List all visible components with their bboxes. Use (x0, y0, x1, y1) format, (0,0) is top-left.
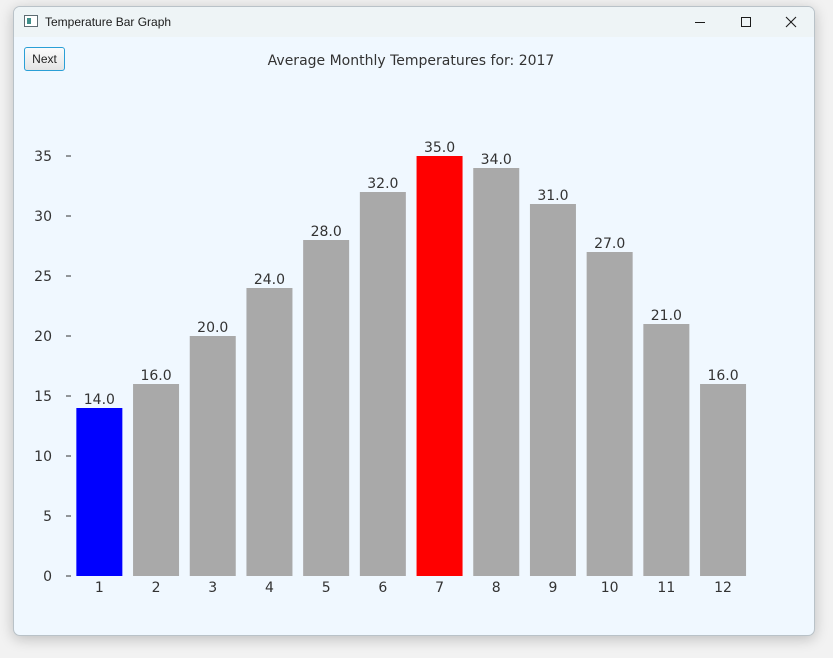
data-label: 16.0 (140, 368, 171, 384)
bar-month-6 (359, 192, 406, 576)
data-label: 14.0 (84, 392, 115, 408)
close-icon (785, 16, 797, 28)
bar-month-9 (529, 204, 576, 576)
window-title: Temperature Bar Graph (45, 15, 172, 29)
x-tick-label: 4 (265, 580, 274, 596)
x-tick-label: 5 (322, 580, 331, 596)
data-label: 28.0 (311, 224, 342, 240)
chart-title: Average Monthly Temperatures for: 2017 (267, 53, 555, 69)
bar-month-10 (586, 252, 633, 576)
data-label: 34.0 (481, 152, 512, 168)
bar-month-8 (473, 168, 520, 576)
y-tick-label: 10 (34, 449, 52, 465)
x-tick-label: 8 (492, 580, 501, 596)
data-label: 27.0 (594, 236, 625, 252)
bar-month-12 (700, 384, 747, 576)
maximize-button[interactable] (723, 7, 769, 37)
x-tick-label: 9 (548, 580, 557, 596)
bar-month-7 (416, 156, 463, 576)
y-tick-label: 30 (34, 209, 52, 225)
bars: 14.0 1 16.0 2 20.0 3 24.0 4 28.0 5 32.0 6 35.0 7 34.0 8… (76, 140, 747, 596)
data-label: 24.0 (254, 272, 285, 288)
bar-month-5 (303, 240, 350, 576)
x-tick-label: 1 (95, 580, 104, 596)
data-label: 21.0 (651, 308, 682, 324)
bar-month-1 (76, 408, 123, 576)
x-tick-label: 6 (378, 580, 387, 596)
y-tick-label: 25 (34, 269, 52, 285)
y-tick-label: 20 (34, 329, 52, 345)
x-tick-label: 11 (657, 580, 675, 596)
app-window: Temperature Bar Graph Next Average Month… (13, 6, 815, 636)
y-tick-label: 0 (43, 569, 52, 585)
data-label: 20.0 (197, 320, 228, 336)
x-tick-label: 12 (714, 580, 732, 596)
bar-month-3 (189, 336, 236, 576)
bar-month-11 (643, 324, 690, 576)
title-bar[interactable]: Temperature Bar Graph (14, 7, 814, 37)
y-axis: 0 5 10 15 20 25 30 35 (34, 149, 71, 585)
x-tick-label: 10 (601, 580, 619, 596)
bar-month-4 (246, 288, 293, 576)
data-label: 16.0 (707, 368, 738, 384)
y-tick-label: 15 (34, 389, 52, 405)
y-tick-label: 5 (43, 509, 52, 525)
minimize-button[interactable] (677, 7, 723, 37)
maximize-icon (741, 17, 751, 27)
close-button[interactable] (768, 7, 814, 37)
x-tick-label: 7 (435, 580, 444, 596)
data-label: 31.0 (537, 188, 568, 204)
bar-chart: 0 5 10 15 20 25 30 35 14.0 1 16.0 2 20.0 3 24.0 4 28.0 5 3… (34, 140, 747, 596)
data-label: 32.0 (367, 176, 398, 192)
minimize-icon (695, 22, 705, 23)
app-icon (24, 15, 38, 27)
bar-month-2 (133, 384, 180, 576)
x-tick-label: 3 (208, 580, 217, 596)
y-tick-label: 35 (34, 149, 52, 165)
data-label: 35.0 (424, 140, 455, 156)
next-button[interactable]: Next (24, 47, 65, 71)
x-tick-label: 2 (152, 580, 161, 596)
